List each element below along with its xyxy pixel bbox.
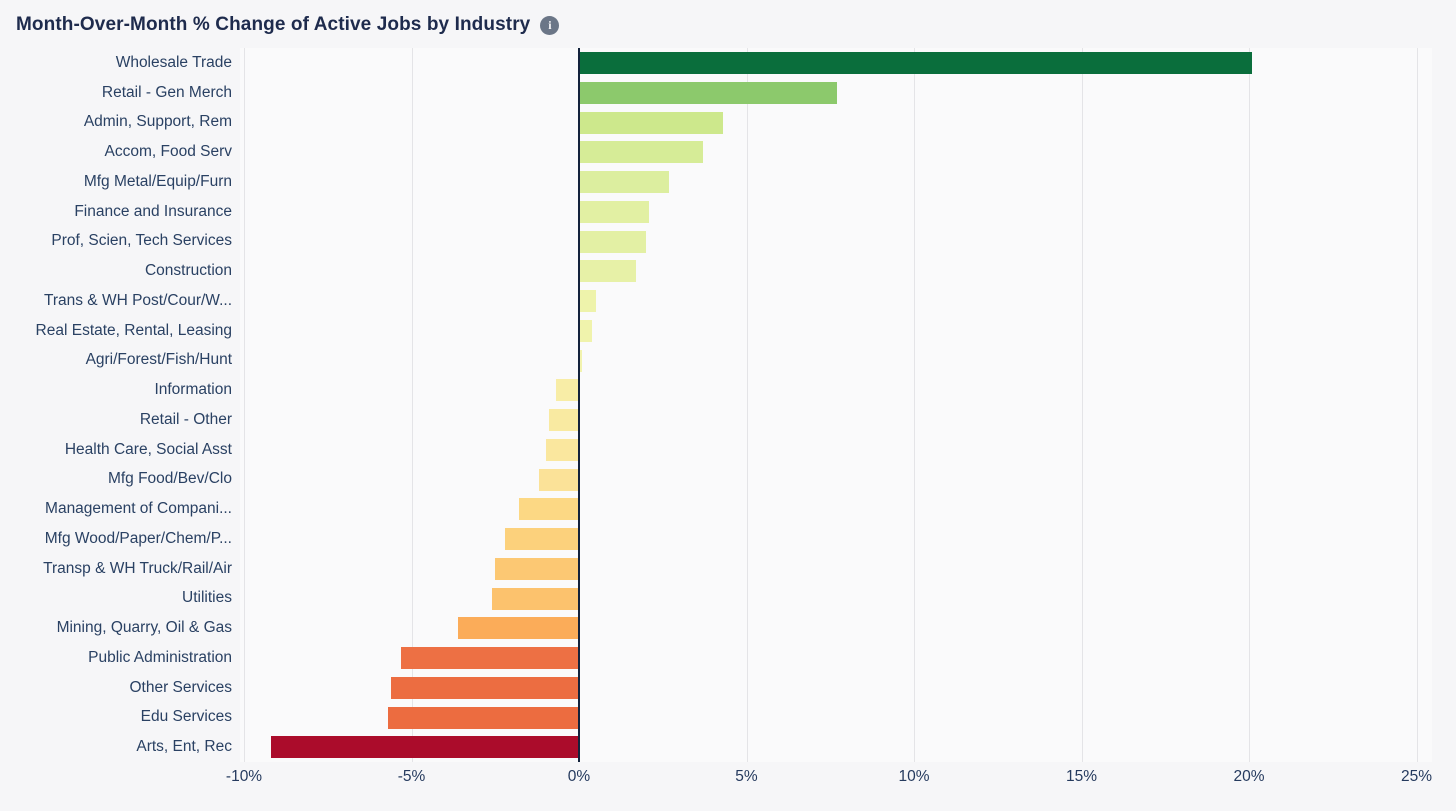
category-label: Utilities: [182, 589, 232, 607]
bar[interactable]: [545, 438, 579, 461]
category-label: Mfg Metal/Equip/Furn: [83, 172, 232, 190]
chart-row: [240, 48, 1432, 78]
chart-row: [240, 197, 1432, 227]
category-label: Public Administration: [88, 648, 232, 666]
chart-row: [240, 286, 1432, 316]
chart-row: [240, 613, 1432, 643]
bar[interactable]: [401, 647, 579, 669]
gridline: [1249, 48, 1250, 762]
chart-row: [240, 524, 1432, 554]
category-label: Health Care, Social Asst: [64, 440, 232, 458]
bar[interactable]: [555, 379, 579, 402]
chart-row: [240, 465, 1432, 495]
bar[interactable]: [579, 230, 646, 253]
chart-row: [240, 494, 1432, 524]
chart-row: [240, 435, 1432, 465]
chart-row: [240, 584, 1432, 614]
category-label: Wholesale Trade: [115, 53, 232, 71]
category-label: Other Services: [129, 678, 232, 696]
category-label: Prof, Scien, Tech Services: [51, 232, 232, 250]
bar[interactable]: [579, 290, 596, 312]
bar[interactable]: [458, 617, 579, 640]
category-label: Trans & WH Post/Cour/W...: [43, 291, 232, 309]
gridline: [746, 48, 748, 762]
chart-row: [240, 375, 1432, 405]
gridline: [1416, 48, 1418, 762]
x-tick-label: 10%: [898, 768, 930, 785]
category-label: Retail - Other: [139, 410, 232, 428]
chart-title: Month-Over-Month % Change of Active Jobs…: [16, 14, 531, 35]
bar[interactable]: [495, 557, 579, 580]
x-axis: -10% -5% 0% 5% 10% 15% 20% 25%: [0, 768, 1456, 792]
category-label: Mfg Wood/Paper/Chem/P...: [44, 529, 232, 547]
chart-row: [240, 346, 1432, 376]
zero-axis-line: [578, 48, 580, 762]
info-icon[interactable]: i: [540, 15, 560, 35]
bar[interactable]: [538, 468, 579, 491]
chart-row: [240, 732, 1432, 762]
x-tick-label: 15%: [1065, 768, 1098, 785]
bar[interactable]: [491, 587, 579, 610]
bar[interactable]: [518, 498, 579, 521]
category-label: Edu Services: [140, 708, 232, 726]
chart-row: [240, 167, 1432, 197]
gridline: [411, 48, 413, 762]
bar[interactable]: [270, 736, 579, 759]
gridline: [244, 48, 245, 762]
category-label: Finance and Insurance: [74, 202, 232, 220]
category-label: Accom, Food Serv: [104, 143, 233, 161]
bar[interactable]: [548, 409, 579, 431]
plot-area: [240, 48, 1432, 762]
chart-row: [240, 227, 1432, 257]
chart-row: [240, 256, 1432, 286]
chart-row: [240, 78, 1432, 108]
bar[interactable]: [579, 141, 703, 164]
bar[interactable]: [579, 319, 593, 342]
chart-row: [240, 405, 1432, 435]
x-tick-label: 5%: [735, 768, 758, 785]
category-label: Admin, Support, Rem: [83, 113, 232, 131]
bar[interactable]: [579, 200, 650, 223]
bar[interactable]: [579, 81, 837, 104]
chart-row: [240, 643, 1432, 673]
category-label: Mining, Quarry, Oil & Gas: [56, 619, 232, 637]
category-label: Real Estate, Rental, Leasing: [35, 321, 232, 339]
chart-row: [240, 673, 1432, 703]
category-label: Retail - Gen Merch: [101, 83, 232, 101]
chart-row: [240, 137, 1432, 167]
x-tick-label: -10%: [225, 768, 263, 785]
category-axis: Wholesale Trade Retail - Gen Merch Admin, …: [0, 48, 232, 762]
category-label: Management of Compani...: [45, 500, 232, 518]
bar[interactable]: [579, 260, 636, 283]
chart-header: Month-Over-Month % Change of Active Jobs…: [16, 14, 560, 36]
category-label: Mfg Food/Bev/Clo: [107, 470, 232, 488]
bar[interactable]: [579, 111, 724, 134]
category-label: Information: [154, 381, 232, 399]
chart-row: [240, 703, 1432, 733]
gridline: [914, 48, 915, 762]
bar[interactable]: [579, 52, 1253, 74]
category-label: Agri/Forest/Fish/Hunt: [85, 351, 232, 369]
bar[interactable]: [505, 528, 579, 550]
bars-container: [240, 48, 1432, 762]
x-tick-label: -5%: [397, 768, 426, 785]
category-label: Arts, Ent, Rec: [136, 738, 232, 756]
chart-row: [240, 108, 1432, 138]
bar[interactable]: [579, 171, 670, 193]
x-tick-label: 20%: [1233, 768, 1265, 785]
chart-row: [240, 554, 1432, 584]
chart-row: [240, 316, 1432, 346]
bar[interactable]: [579, 349, 583, 372]
category-label: Construction: [144, 262, 232, 280]
category-label: Transp & WH Truck/Rail/Air: [43, 559, 232, 577]
gridline: [1081, 48, 1083, 762]
x-tick-label: 0%: [567, 768, 591, 785]
bar[interactable]: [391, 676, 579, 699]
x-tick-label: 25%: [1400, 768, 1433, 785]
bar[interactable]: [388, 706, 579, 729]
